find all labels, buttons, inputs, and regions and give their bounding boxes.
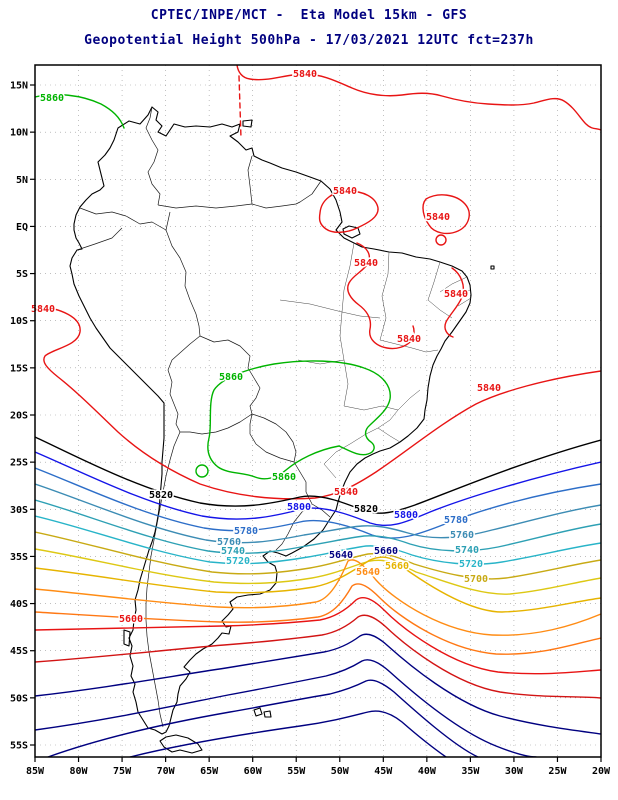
lat-label: 15S xyxy=(10,363,28,374)
contour-label: 5840 xyxy=(397,334,421,345)
contour-line-5820 xyxy=(35,436,601,514)
contour-label: 5640 xyxy=(356,567,380,578)
contour-label: 5660 xyxy=(385,561,409,572)
contour-label: 5740 xyxy=(221,546,245,557)
lon-label: 30W xyxy=(505,766,524,777)
lon-label: 75W xyxy=(113,766,132,777)
lat-label: 55S xyxy=(10,741,28,752)
contour-line-5840 xyxy=(318,190,379,233)
contour-line-5780 xyxy=(35,467,601,539)
contour-line-5560 xyxy=(35,633,601,735)
contour-label: 5840 xyxy=(31,304,55,315)
contour-label: 5760 xyxy=(217,537,241,548)
lon-label: 50W xyxy=(331,766,350,777)
contour-label: 5600 xyxy=(119,614,143,625)
contour-line-5800 xyxy=(35,451,601,527)
lat-label: 25S xyxy=(10,458,28,469)
lat-label: 15N xyxy=(10,81,28,92)
lat-label: 35S xyxy=(10,552,28,563)
axis-ticks xyxy=(30,84,602,762)
contour-line-5840 xyxy=(435,234,447,246)
contour-line-5840 xyxy=(35,305,601,500)
basemap xyxy=(69,106,495,754)
contour-label: 5780 xyxy=(444,515,468,526)
country-borders xyxy=(76,106,331,728)
contour-label: 5860 xyxy=(40,93,64,104)
lat-label: 45S xyxy=(10,646,28,657)
contour-line-5720 xyxy=(35,515,601,565)
contour-line-5640 xyxy=(35,559,601,636)
contour-line-5580 xyxy=(35,614,601,699)
title-line-2: Geopotential Height 500hPa - 17/03/2021 … xyxy=(84,33,534,48)
contour-label: 5800 xyxy=(394,510,418,521)
contour-label: 5840 xyxy=(354,258,378,269)
contour-line-5540 xyxy=(35,659,537,757)
lat-label: 10S xyxy=(10,316,28,327)
coastline xyxy=(69,106,495,754)
contour-line-5840 xyxy=(347,242,415,350)
contour-line-5620 xyxy=(35,583,601,655)
contour-line-5840 xyxy=(236,65,601,131)
contour-label: 5720 xyxy=(226,556,250,567)
contour-line-5600 xyxy=(35,596,601,675)
contour-label: 5800 xyxy=(287,502,311,513)
contour-line-5760 xyxy=(35,483,601,544)
map-frame xyxy=(34,64,602,758)
contour-label: 5840 xyxy=(293,69,317,80)
contour-label: 5840 xyxy=(477,383,501,394)
contour-line-5840 xyxy=(422,194,470,235)
lat-label: 40S xyxy=(10,599,28,610)
lon-label: 20W xyxy=(592,766,611,777)
axis-labels: 15N 10N 5N EQ 5S 10S 15S 20S 25S 30S 35S 40S 45S 50S 5… xyxy=(10,81,611,778)
lon-label: 40W xyxy=(418,766,437,777)
lon-label: 45W xyxy=(374,766,393,777)
contour-label: 5840 xyxy=(426,212,450,223)
contour-line-5700 xyxy=(35,531,601,580)
contour-label: 5840 xyxy=(444,289,468,300)
lat-label: 30S xyxy=(10,505,28,516)
contour-line-5740 xyxy=(35,499,601,554)
lat-label: 5N xyxy=(16,175,28,186)
contour-labels: 5860 5840 5840 5840 5840 5840 5840 5840 5860 5840… xyxy=(29,68,502,627)
lon-label: 55W xyxy=(287,766,306,777)
contour-line-5660 xyxy=(35,556,601,613)
lat-label: EQ xyxy=(16,222,28,233)
contour-label: 5760 xyxy=(450,530,474,541)
lon-label: 70W xyxy=(157,766,176,777)
lat-label: 20S xyxy=(10,411,28,422)
contour-line-5860 xyxy=(35,93,125,129)
lon-label: 60W xyxy=(244,766,263,777)
title-line-1: CPTEC/INPE/MCT - Eta Model 15km - GFS xyxy=(150,8,468,23)
contour-label: 5840 xyxy=(333,186,357,197)
contour-label: 5840 xyxy=(334,487,358,498)
lon-label: 65W xyxy=(200,766,219,777)
lat-label: 10N xyxy=(10,128,28,139)
contour-label: 5720 xyxy=(459,559,483,570)
contour-lines xyxy=(35,65,601,757)
contour-label: 5640 xyxy=(329,550,353,561)
contour-line-5500 xyxy=(129,710,447,757)
lon-label: 35W xyxy=(461,766,480,777)
lat-label: 5S xyxy=(16,269,28,280)
contour-label: 5780 xyxy=(234,526,258,537)
contour-label: 5860 xyxy=(272,472,296,483)
lat-label: 50S xyxy=(10,693,28,704)
lon-label: 80W xyxy=(70,766,89,777)
contour-line-5860 xyxy=(207,360,391,480)
contour-label: 5660 xyxy=(374,546,398,557)
contour-label: 5700 xyxy=(464,574,488,585)
lon-label: 85W xyxy=(26,766,45,777)
contour-label: 5820 xyxy=(354,504,378,515)
contour-line-5520 xyxy=(47,679,479,757)
contour-line-5860 xyxy=(195,464,209,478)
contour-line-5680 xyxy=(35,548,601,595)
contour-label: 5820 xyxy=(149,490,173,501)
lon-label: 25W xyxy=(548,766,567,777)
contour-line-5840 xyxy=(238,75,242,139)
contour-label: 5740 xyxy=(455,545,479,556)
contour-line-5840 xyxy=(444,267,465,338)
contour-label: 5860 xyxy=(219,372,243,383)
